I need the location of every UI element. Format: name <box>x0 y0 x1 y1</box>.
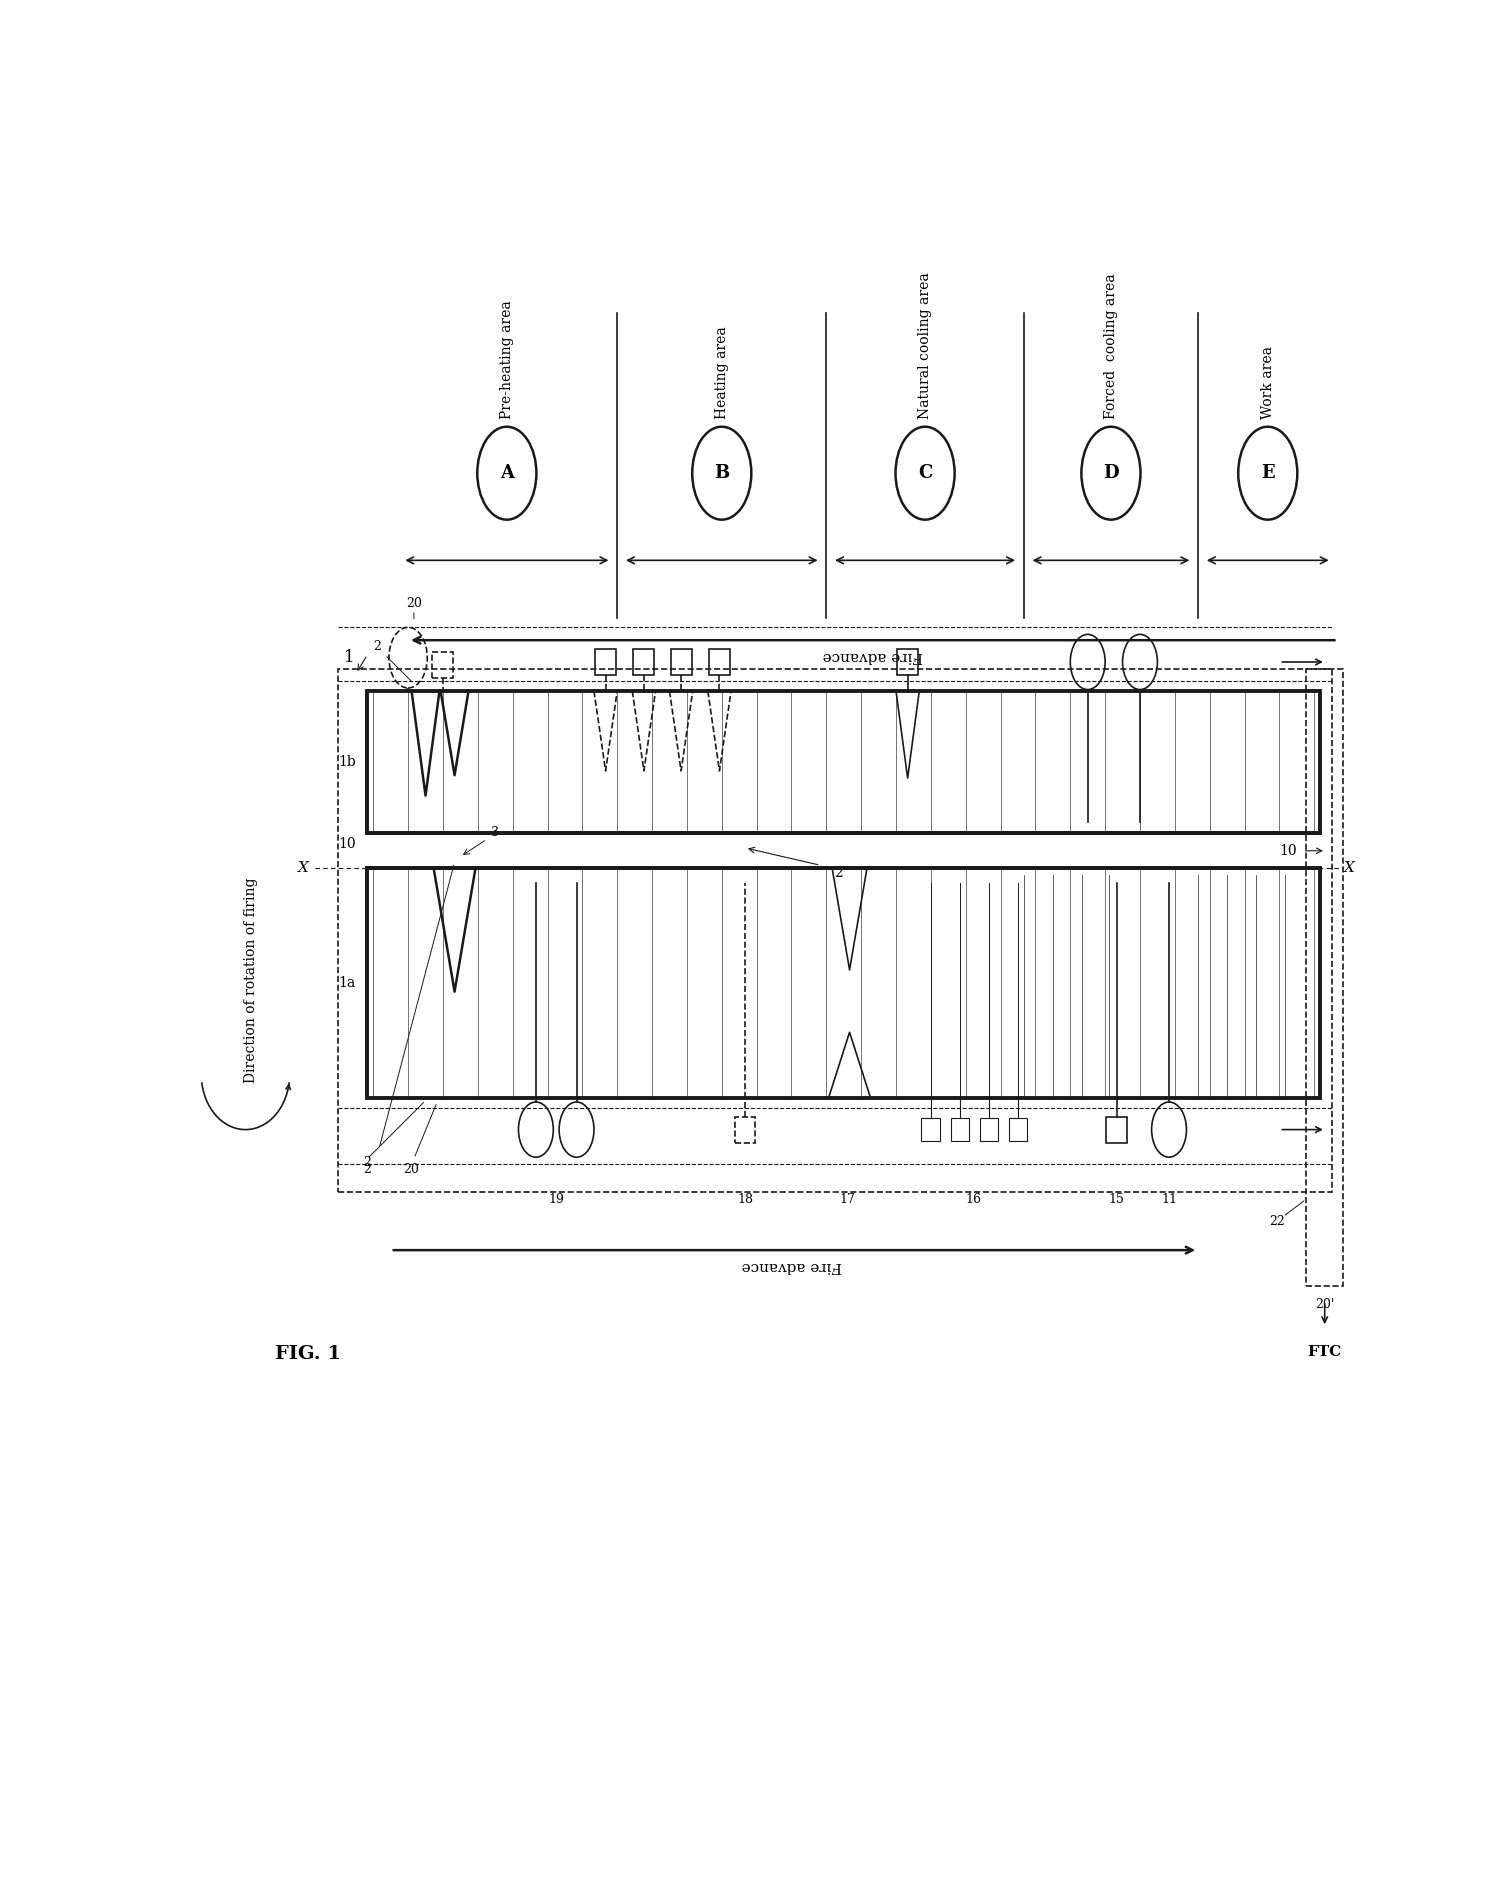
Bar <box>979 1118 998 1141</box>
Text: 19: 19 <box>549 1194 565 1207</box>
Text: 2: 2 <box>363 1164 372 1177</box>
Bar <box>339 670 1331 1192</box>
Bar <box>735 1117 755 1143</box>
Bar <box>367 690 1321 834</box>
Bar <box>670 649 691 675</box>
Text: 20: 20 <box>406 598 421 609</box>
Text: Fire advance: Fire advance <box>742 1258 841 1273</box>
Text: 10: 10 <box>1279 843 1297 858</box>
Text: 15: 15 <box>1109 1194 1124 1207</box>
Bar <box>950 1118 970 1141</box>
Bar <box>433 653 453 677</box>
Bar <box>367 868 1321 1098</box>
Text: 20: 20 <box>403 1164 420 1177</box>
Text: A: A <box>499 464 514 483</box>
Text: 18: 18 <box>738 1194 752 1207</box>
Text: 2: 2 <box>363 1156 372 1169</box>
Bar <box>595 649 616 675</box>
Text: FTC: FTC <box>1307 1345 1342 1358</box>
Bar <box>634 649 655 675</box>
Text: 2: 2 <box>373 639 381 653</box>
Bar <box>922 1118 940 1141</box>
Text: D: D <box>1103 464 1118 483</box>
Text: FIG. 1: FIG. 1 <box>274 1345 340 1362</box>
Text: E: E <box>1261 464 1274 483</box>
Text: 1: 1 <box>345 649 355 666</box>
Text: Forced  cooling area: Forced cooling area <box>1103 273 1118 419</box>
Text: Pre-heating area: Pre-heating area <box>499 300 514 419</box>
Text: Natural cooling area: Natural cooling area <box>917 273 932 419</box>
Bar <box>1306 670 1343 1286</box>
Text: 11: 11 <box>1162 1194 1177 1207</box>
Text: Heating area: Heating area <box>715 326 729 419</box>
Text: 1b: 1b <box>339 754 355 769</box>
Bar <box>1009 1118 1027 1141</box>
Text: 16: 16 <box>965 1194 982 1207</box>
Text: X: X <box>1343 862 1355 875</box>
Text: X: X <box>298 862 309 875</box>
Text: 1a: 1a <box>339 975 355 990</box>
Text: 10: 10 <box>339 837 355 851</box>
Text: 17: 17 <box>839 1194 854 1207</box>
Bar <box>709 649 730 675</box>
Text: B: B <box>714 464 730 483</box>
Bar <box>1106 1117 1127 1143</box>
Text: 20': 20' <box>1315 1298 1334 1311</box>
Text: Fire advance: Fire advance <box>823 649 923 662</box>
Text: 2: 2 <box>833 866 842 879</box>
Text: 22: 22 <box>1270 1215 1285 1228</box>
Text: Work area: Work area <box>1261 347 1274 419</box>
Text: 3: 3 <box>492 826 499 839</box>
Text: C: C <box>917 464 932 483</box>
Text: Direction of rotation of firing: Direction of rotation of firing <box>244 877 258 1083</box>
Bar <box>898 649 917 675</box>
